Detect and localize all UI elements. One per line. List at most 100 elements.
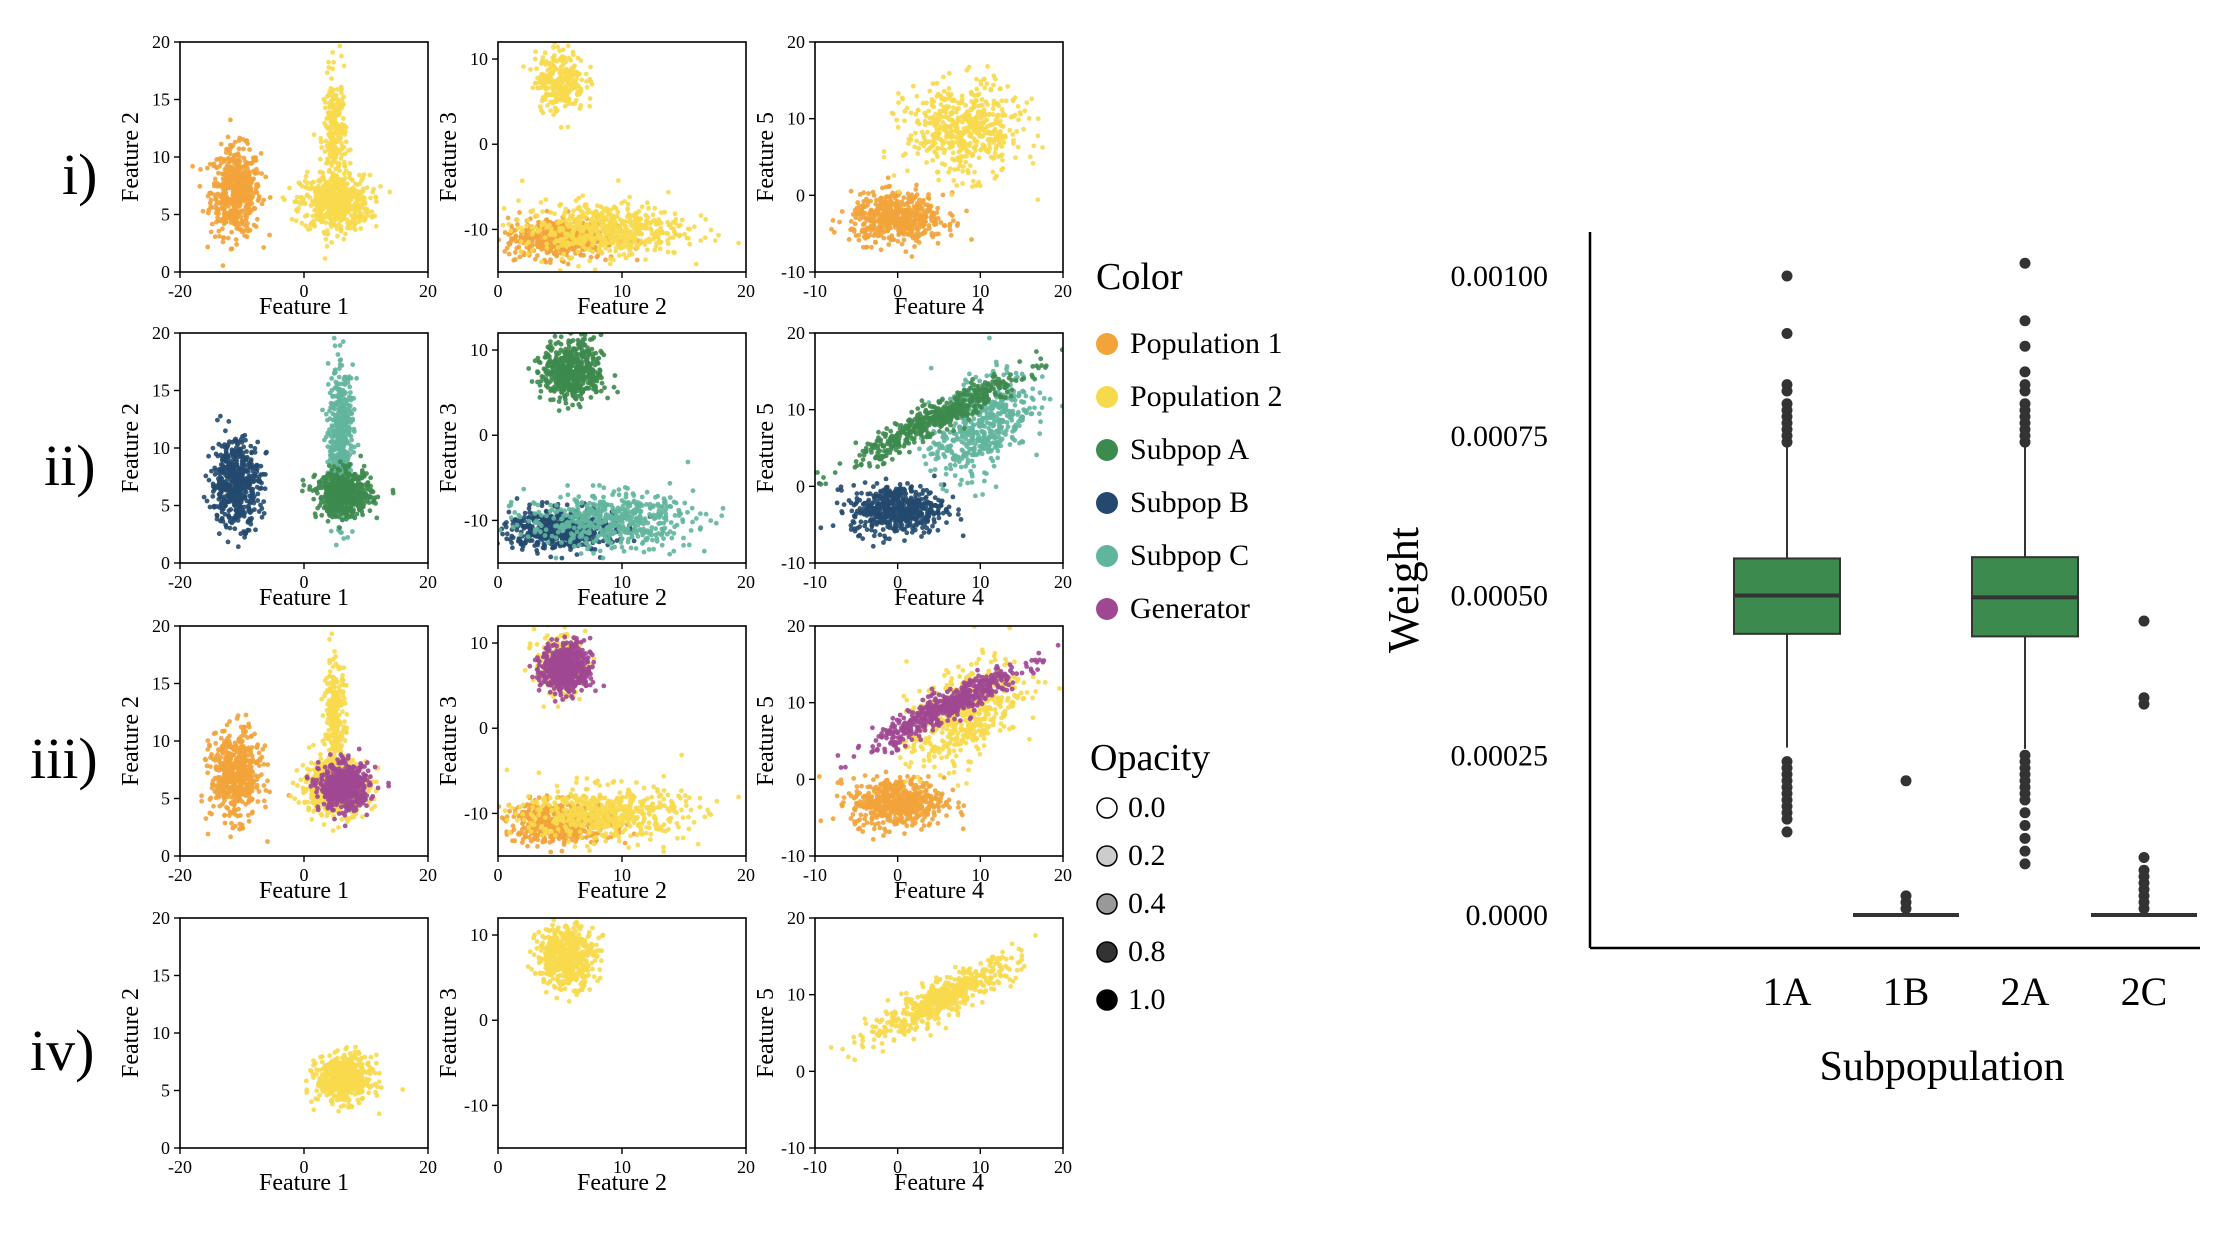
scatter-point <box>577 241 583 247</box>
scatter-point <box>921 197 926 203</box>
scatter-point <box>961 116 967 122</box>
scatter-point <box>935 131 941 136</box>
scatter-point <box>1003 134 1008 140</box>
scatter-point <box>504 245 510 251</box>
scatter-point <box>317 212 323 218</box>
scatter-point <box>915 151 921 157</box>
scatter-point <box>235 220 240 225</box>
scatter-point <box>332 117 337 123</box>
scatter-point <box>638 238 644 244</box>
scatter-point <box>334 226 340 232</box>
x-tick-label: -20 <box>168 281 192 301</box>
scatter-point <box>329 76 334 81</box>
scatter-point <box>339 201 345 207</box>
scatter-point <box>643 257 648 262</box>
scatter-point <box>604 223 610 229</box>
scatter-point <box>223 452 228 458</box>
scatter-point <box>224 174 230 180</box>
scatter-point <box>331 183 337 188</box>
scatter-point <box>323 123 329 129</box>
scatter-point <box>972 169 977 175</box>
scatter-point <box>227 525 233 531</box>
scatter-point <box>212 485 217 490</box>
scatter-point <box>736 240 741 246</box>
scatter-point <box>963 103 969 108</box>
scatter-point <box>955 221 961 226</box>
scatter-point <box>334 415 339 421</box>
scatter-point <box>620 219 626 225</box>
scatter-point <box>860 244 866 250</box>
scatter-point <box>332 92 338 98</box>
scatter-point <box>465 214 470 219</box>
scatter-point <box>538 200 544 205</box>
scatter-point <box>337 393 342 399</box>
scatter-point <box>233 501 239 507</box>
scatter-point <box>329 451 335 456</box>
scatter-point <box>625 206 631 212</box>
scatter-point <box>595 253 601 259</box>
scatter-point <box>212 465 218 471</box>
scatter-point <box>921 209 927 215</box>
scatter-point <box>214 512 220 518</box>
scatter-point <box>488 251 493 256</box>
scatter-point <box>361 201 366 206</box>
y-tick-label: 0 <box>161 262 170 282</box>
scatter-point <box>320 193 326 198</box>
scatter-point <box>649 227 654 233</box>
scatter-point <box>331 87 336 93</box>
scatter-point <box>224 524 229 530</box>
scatter-point <box>247 479 253 485</box>
scatter-point <box>687 241 693 247</box>
scatter-point <box>562 210 567 216</box>
scatter-point <box>223 503 228 509</box>
scatter-point <box>324 94 330 99</box>
scatter-point <box>900 153 906 158</box>
scatter-point <box>997 118 1003 124</box>
scatter-point <box>578 218 584 223</box>
scatter-point <box>875 204 881 210</box>
scatter-point <box>296 180 302 186</box>
scatter-point <box>224 212 230 218</box>
scatter-point <box>347 171 352 177</box>
scatter-point <box>346 431 352 436</box>
scatter-point <box>200 208 206 214</box>
scatter-point <box>305 226 311 232</box>
scatter-point <box>334 217 340 222</box>
scatter-point <box>588 79 594 84</box>
scatter-point <box>618 245 624 251</box>
scatter-point <box>666 189 671 195</box>
scatter-point <box>327 167 332 173</box>
scatter-point <box>231 188 236 194</box>
scatter-point <box>310 185 316 191</box>
scatter-point <box>317 156 323 162</box>
scatter-point <box>338 84 344 90</box>
scatter-point <box>221 235 227 241</box>
scatter-point <box>229 229 235 235</box>
y-tick-label: 10 <box>787 109 805 129</box>
y-tick-label: 10 <box>470 49 488 69</box>
scatter-point <box>974 98 979 103</box>
scatter-point <box>505 215 511 221</box>
scatter-point <box>311 179 316 185</box>
scatter-point <box>682 231 687 237</box>
scatter-points <box>190 43 393 268</box>
scatter-point <box>567 256 573 261</box>
scatter-point <box>964 153 969 159</box>
scatter-point <box>830 218 836 223</box>
scatter-point <box>573 198 579 204</box>
scatter-point <box>1040 145 1045 150</box>
scatter-point <box>240 468 246 473</box>
scatter-point <box>547 232 553 238</box>
scatter-point <box>1022 108 1028 114</box>
scatter-point <box>972 93 977 98</box>
scatter-point <box>934 169 940 175</box>
scatter-point <box>950 156 955 162</box>
scatter-point <box>245 518 251 524</box>
scatter-point <box>260 471 266 477</box>
scatter-point <box>924 148 930 153</box>
scatter-point <box>970 152 976 157</box>
scatter-point <box>348 390 353 395</box>
scatter-point <box>251 222 257 228</box>
scatter-point <box>322 105 328 111</box>
